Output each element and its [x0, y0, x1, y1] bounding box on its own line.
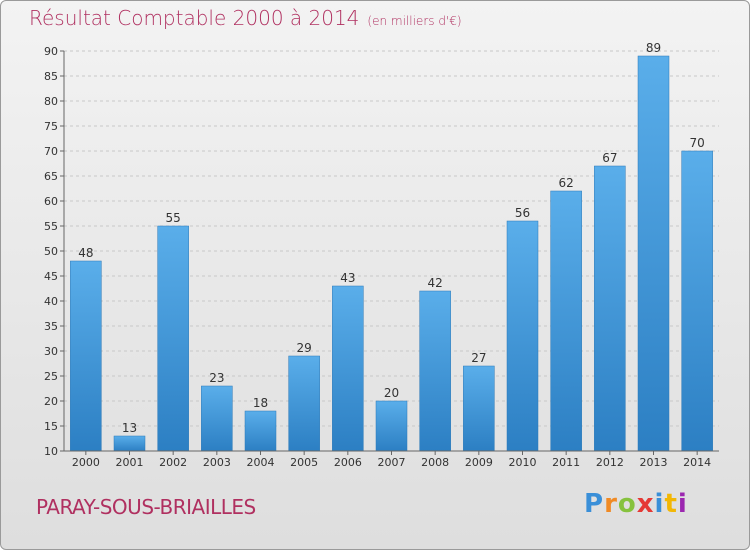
bar	[332, 285, 364, 452]
y-tick-label: 15	[44, 420, 58, 433]
bar	[419, 290, 451, 452]
y-tick-label: 20	[44, 395, 58, 408]
data-label: 43	[340, 271, 355, 285]
bar	[113, 435, 146, 452]
proxiti-logo: Proxiti	[584, 489, 688, 519]
bar	[244, 410, 277, 452]
y-tick-label: 65	[44, 170, 58, 183]
data-label: 55	[166, 211, 181, 225]
x-tick-label: 2007	[378, 456, 406, 469]
x-tick-label: 2014	[683, 456, 711, 469]
bar	[637, 55, 670, 452]
data-label: 27	[471, 351, 486, 365]
data-label: 23	[209, 371, 224, 385]
y-tick-label: 85	[44, 70, 58, 83]
y-tick-label: 45	[44, 270, 58, 283]
data-label: 48	[78, 246, 93, 260]
y-tick-label: 55	[44, 220, 58, 233]
bars-group	[70, 55, 713, 452]
y-tick-label: 70	[44, 145, 58, 158]
bar	[157, 225, 189, 452]
y-tick-label: 50	[44, 245, 58, 258]
x-tick-label: 2006	[334, 456, 362, 469]
bar	[594, 165, 626, 452]
y-tick-label: 80	[44, 95, 58, 108]
x-tick-label: 2005	[290, 456, 318, 469]
chart-title: Résultat Comptable 2000 à 2014 (en millie…	[29, 6, 462, 30]
data-label: 13	[122, 421, 137, 435]
x-tick-label: 2001	[116, 456, 144, 469]
y-tick-label: 35	[44, 320, 58, 333]
data-label: 56	[515, 206, 530, 220]
data-labels: 48 13 55 23 18 29 43 20 42 27 56 62 67 89 70	[78, 41, 705, 435]
y-tick-label: 25	[44, 370, 58, 383]
y-tick-label: 10	[44, 445, 58, 458]
bar	[375, 400, 408, 452]
x-tick-label: 2010	[509, 456, 537, 469]
bar	[550, 190, 582, 452]
x-tick-label: 2000	[72, 456, 100, 469]
x-tick-label: 2013	[640, 456, 668, 469]
x-tick-label: 2002	[159, 456, 187, 469]
x-tick-label: 2003	[203, 456, 231, 469]
commune-name: PARAY-SOUS-BRIAILLES	[36, 495, 256, 519]
bar	[288, 355, 320, 452]
data-label: 18	[253, 396, 268, 410]
y-tick-label: 60	[44, 195, 58, 208]
data-label: 89	[646, 41, 661, 55]
x-tick-label: 2011	[552, 456, 580, 469]
data-label: 20	[384, 386, 399, 400]
bar	[201, 385, 233, 452]
y-tick-label: 30	[44, 345, 58, 358]
chart-subtitle: (en milliers d'€)	[367, 14, 462, 28]
data-label: 42	[428, 276, 443, 290]
x-tick-label: 2004	[247, 456, 275, 469]
bar	[463, 365, 495, 452]
bar	[506, 220, 539, 452]
chart-title-text: Résultat Comptable 2000 à 2014	[29, 6, 360, 30]
y-tick-label: 90	[44, 45, 58, 58]
x-tick-label: 2008	[421, 456, 449, 469]
y-axis: 10 15 20 25 30 35 40 45 50 55 60 65 70 75 80 85 90	[44, 45, 65, 458]
x-tick-label: 2009	[465, 456, 493, 469]
y-tick-label: 75	[44, 120, 58, 133]
bar	[681, 150, 713, 452]
data-label: 29	[297, 341, 312, 355]
y-tick-label: 40	[44, 295, 58, 308]
bar	[70, 260, 102, 452]
x-tick-label: 2012	[596, 456, 624, 469]
data-label: 70	[690, 136, 705, 150]
x-axis: 2000 2001 2002 2003 2004 2005 2006 2007 2008 2009…	[64, 450, 719, 469]
data-label: 62	[559, 176, 574, 190]
data-label: 67	[602, 151, 617, 165]
